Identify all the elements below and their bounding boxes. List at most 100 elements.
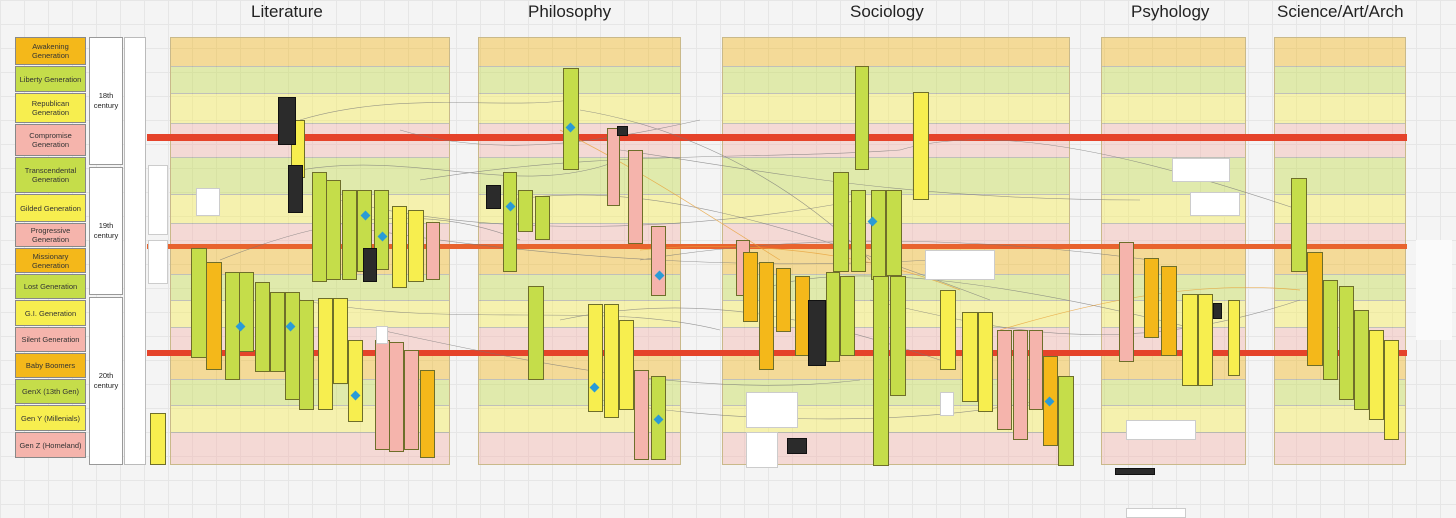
note-card[interactable] [1126, 508, 1186, 518]
philosophy-bar[interactable] [651, 226, 666, 296]
sociology-bar[interactable] [743, 252, 758, 322]
literature-bar[interactable] [318, 298, 333, 410]
gen-geny[interactable]: Gen Y (Millenials) [15, 405, 86, 431]
literature-bar[interactable] [333, 298, 348, 384]
sociology-bar[interactable] [1013, 330, 1028, 440]
image-card[interactable] [1115, 468, 1155, 475]
note-card[interactable] [1190, 192, 1240, 216]
sociology-bar[interactable] [886, 190, 902, 276]
sociology-bar[interactable] [997, 330, 1012, 430]
literature-bar[interactable] [299, 300, 314, 410]
philosophy-bar[interactable] [563, 68, 579, 170]
side-bar[interactable] [150, 413, 166, 465]
sociology-bar[interactable] [826, 272, 840, 362]
note-card[interactable] [746, 432, 778, 468]
image-card[interactable] [486, 185, 501, 209]
image-card[interactable] [808, 300, 826, 366]
gen-republican[interactable]: Republican Generation [15, 93, 86, 123]
image-card[interactable] [288, 165, 303, 213]
literature-bar[interactable] [312, 172, 327, 282]
gen-missionary[interactable]: Missionary Generation [15, 248, 86, 273]
sociology-bar[interactable] [759, 262, 774, 370]
image-card[interactable] [787, 438, 807, 454]
philosophy-bar[interactable] [518, 190, 533, 232]
gen-genx[interactable]: GenX (13th Gen) [15, 379, 86, 404]
sociology-bar[interactable] [851, 190, 866, 272]
literature-bar[interactable] [408, 210, 424, 282]
sociology-bar[interactable] [871, 190, 886, 280]
sociology-bar[interactable] [978, 312, 993, 412]
literature-bar[interactable] [420, 370, 435, 458]
image-card[interactable] [1213, 303, 1222, 319]
literature-bar[interactable] [426, 222, 440, 280]
gen-progressive[interactable]: Progressive Generation [15, 223, 86, 247]
science-bar[interactable] [1384, 340, 1399, 440]
literature-bar[interactable] [206, 262, 222, 370]
note-card[interactable] [148, 165, 168, 235]
literature-bar[interactable] [191, 248, 207, 358]
note-card[interactable] [746, 392, 798, 428]
sociology-bar[interactable] [873, 276, 889, 466]
literature-bar[interactable] [342, 190, 357, 280]
literature-bar[interactable] [255, 282, 270, 372]
image-card[interactable] [363, 248, 377, 282]
philosophy-bar[interactable] [607, 128, 620, 206]
sociology-bar[interactable] [890, 276, 906, 396]
gen-lost[interactable]: Lost Generation [15, 274, 86, 299]
sociology-bar[interactable] [913, 92, 929, 200]
science-bar[interactable] [1323, 280, 1338, 380]
literature-bar[interactable] [285, 292, 300, 400]
literature-bar[interactable] [239, 272, 254, 352]
sociology-bar[interactable] [1029, 330, 1043, 410]
psychology-bar[interactable] [1144, 258, 1159, 338]
gen-genz[interactable]: Gen Z (Homeland) [15, 432, 86, 458]
gen-silent[interactable]: Silent Generation [15, 327, 86, 352]
note-card[interactable] [1172, 158, 1230, 182]
philosophy-bar[interactable] [503, 172, 517, 272]
science-bar[interactable] [1291, 178, 1307, 272]
philosophy-bar[interactable] [619, 320, 634, 410]
gen-baby-boomers[interactable]: Baby Boomers [15, 353, 86, 378]
philosophy-bar[interactable] [535, 196, 550, 240]
sociology-bar[interactable] [833, 172, 849, 272]
literature-bar[interactable] [375, 340, 390, 450]
sociology-bar[interactable] [940, 290, 956, 370]
note-card[interactable] [148, 240, 168, 284]
gen-awakening[interactable]: Awakening Generation [15, 37, 86, 65]
text-block[interactable] [1416, 240, 1452, 340]
psychology-bar[interactable] [1198, 294, 1213, 386]
gen-compromise[interactable]: Compromise Generation [15, 124, 86, 156]
psychology-bar[interactable] [1228, 300, 1240, 376]
psychology-bar[interactable] [1119, 242, 1134, 362]
note-card[interactable] [1126, 420, 1196, 440]
philosophy-bar[interactable] [604, 304, 619, 418]
sociology-bar[interactable] [962, 312, 978, 402]
note-card[interactable] [376, 326, 388, 344]
literature-bar[interactable] [326, 180, 341, 280]
literature-bar[interactable] [404, 350, 419, 450]
image-card[interactable] [278, 97, 296, 145]
literature-bar[interactable] [389, 342, 404, 452]
gen-gilded[interactable]: Gilded Generation [15, 194, 86, 222]
gen-gi[interactable]: G.I. Generation [15, 300, 86, 326]
literature-bar[interactable] [374, 190, 389, 270]
philosophy-bar[interactable] [588, 304, 603, 412]
philosophy-bar[interactable] [628, 150, 643, 244]
psychology-bar[interactable] [1182, 294, 1198, 386]
gen-liberty[interactable]: Liberty Generation [15, 66, 86, 92]
literature-bar[interactable] [270, 292, 285, 372]
literature-bar[interactable] [348, 340, 363, 422]
science-bar[interactable] [1307, 252, 1323, 366]
science-bar[interactable] [1369, 330, 1384, 420]
image-card[interactable] [617, 126, 628, 136]
science-bar[interactable] [1339, 286, 1354, 400]
note-card[interactable] [940, 392, 954, 416]
psychology-bar[interactable] [1161, 266, 1177, 356]
note-card[interactable] [196, 188, 220, 216]
literature-bar[interactable] [392, 206, 407, 288]
note-card[interactable] [925, 250, 995, 280]
gen-transcendental[interactable]: Transcendental Generation [15, 157, 86, 193]
philosophy-bar[interactable] [634, 370, 649, 460]
science-bar[interactable] [1354, 310, 1369, 410]
sociology-bar[interactable] [840, 276, 855, 356]
